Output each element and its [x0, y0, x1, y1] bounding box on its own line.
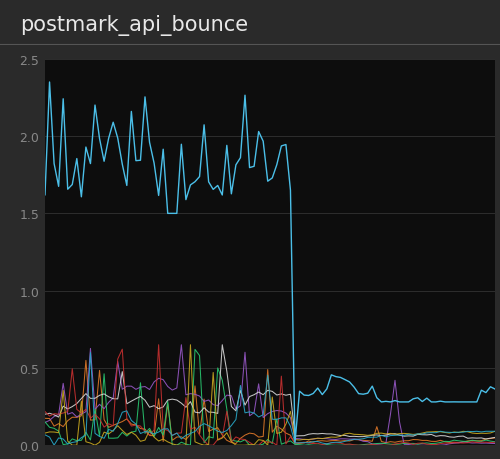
Text: postmark_api_bounce: postmark_api_bounce — [20, 15, 248, 36]
